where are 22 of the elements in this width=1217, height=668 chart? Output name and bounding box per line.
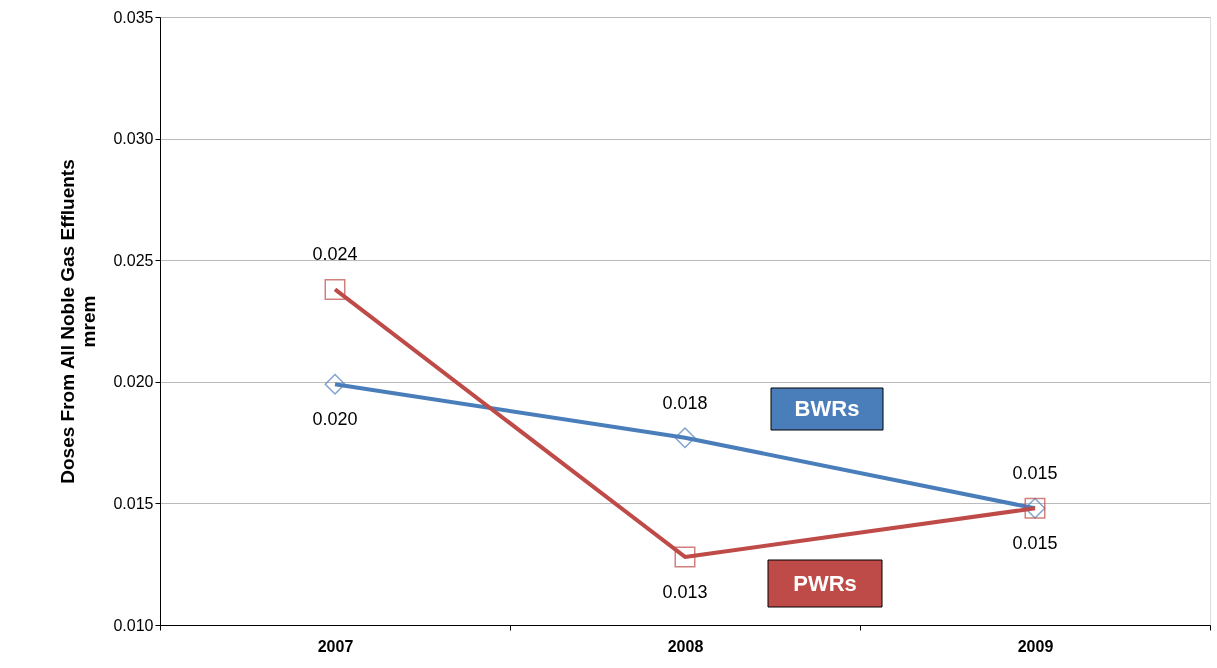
y-tick-label: 0.035: [113, 8, 154, 26]
series-label: BWRs: [794, 396, 860, 421]
data-label: 0.024: [312, 244, 358, 265]
data-label: 0.015: [1012, 533, 1058, 554]
y-axis-title: Doses From All Noble Gas Effluents mrem: [57, 159, 100, 484]
x-tick-label: 2009: [1017, 637, 1054, 655]
point: [674, 546, 696, 568]
y-tick-label: 0.025: [113, 251, 154, 269]
y-tick-label: 0.020: [113, 373, 154, 391]
y-tick-label: 0.015: [113, 494, 154, 512]
point: [324, 278, 346, 300]
x-tick-label: 2008: [667, 637, 704, 655]
point: [324, 373, 346, 395]
data-label: 0.018: [662, 392, 708, 413]
data-label: 0.013: [662, 581, 708, 602]
data-label: 0.015: [1012, 463, 1058, 484]
y-tick-label: 0.030: [113, 130, 154, 148]
x-tick-label: 2007: [317, 637, 354, 655]
data-label: 0.020: [312, 409, 358, 430]
series-label: PWRs: [793, 570, 857, 596]
y-tick-label: 0.010: [113, 616, 154, 634]
point: [674, 427, 696, 449]
